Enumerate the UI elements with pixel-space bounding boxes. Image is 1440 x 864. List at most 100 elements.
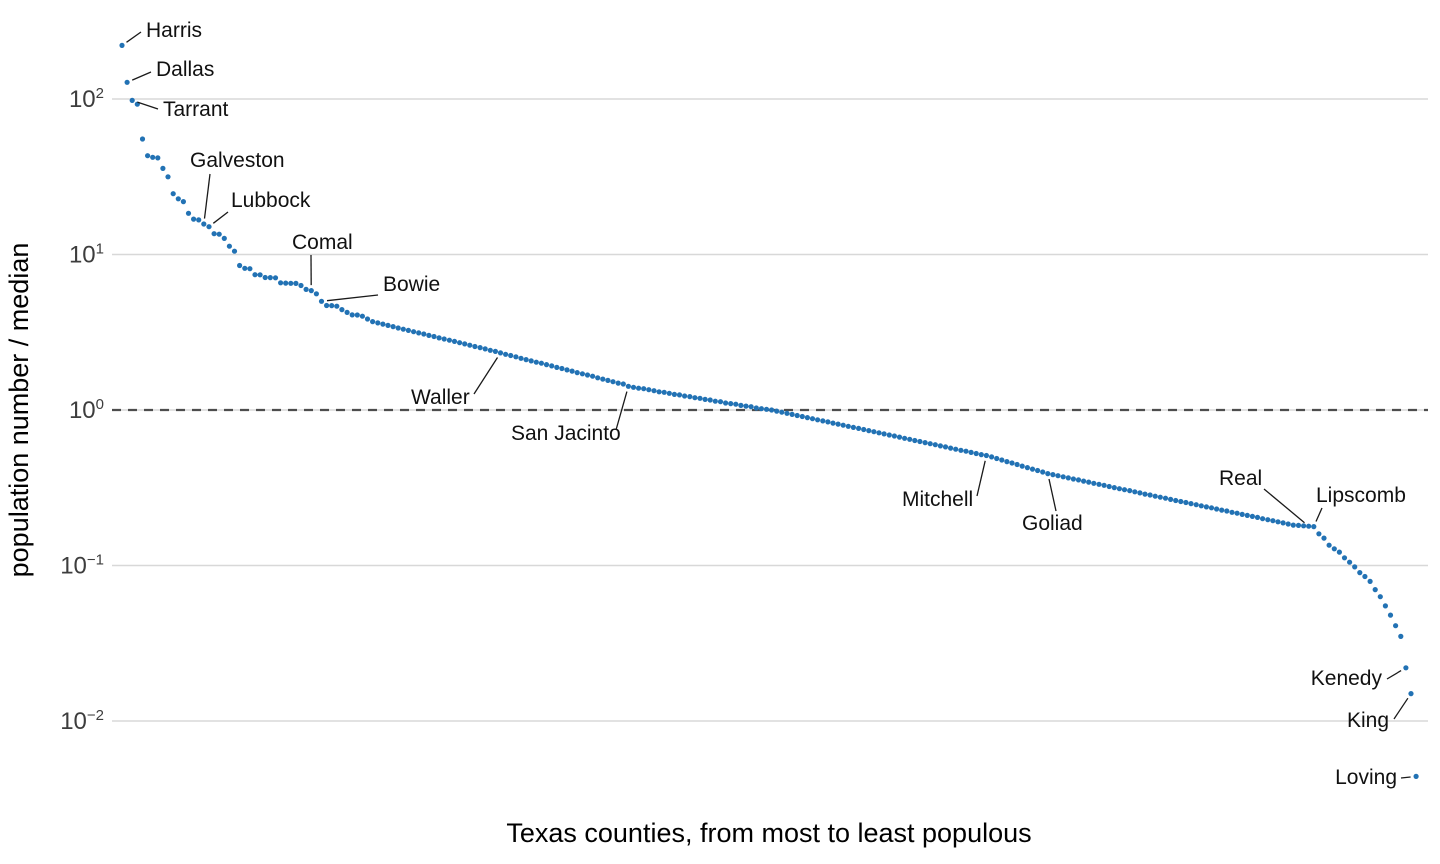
county-point xyxy=(733,401,739,407)
county-point xyxy=(728,401,734,407)
county-point xyxy=(180,199,186,205)
county-point xyxy=(185,210,192,216)
county-point xyxy=(1019,463,1025,469)
county-point xyxy=(666,390,672,396)
county-point xyxy=(861,426,867,433)
county-point xyxy=(252,272,258,278)
county-point xyxy=(298,282,304,289)
county-point xyxy=(794,412,800,419)
county-point xyxy=(375,320,381,326)
county-point xyxy=(334,303,340,309)
county-point xyxy=(610,379,616,385)
county-point xyxy=(1014,461,1020,468)
county-point xyxy=(518,355,524,361)
county-point xyxy=(866,428,872,434)
county-point xyxy=(743,403,749,409)
county-point xyxy=(1393,623,1399,629)
county-point xyxy=(462,341,468,347)
county-point xyxy=(1035,467,1041,474)
county-point xyxy=(584,372,591,378)
county-point xyxy=(191,216,197,222)
y-axis-title: population number / median xyxy=(4,243,34,578)
county-point xyxy=(349,312,355,318)
county-point xyxy=(477,345,483,351)
county-point xyxy=(216,231,222,237)
county-point xyxy=(1157,494,1163,500)
county-point xyxy=(385,322,391,328)
county-point xyxy=(129,97,135,103)
county-point xyxy=(1106,483,1112,490)
county-point xyxy=(272,275,279,281)
county-point xyxy=(1331,546,1337,552)
county-label-kenedy: Kenedy xyxy=(1311,667,1383,690)
county-point xyxy=(400,326,406,332)
county-point xyxy=(1249,513,1255,520)
county-point xyxy=(1024,465,1030,471)
county-point xyxy=(538,360,545,366)
county-point xyxy=(902,435,908,441)
county-label-san-jacinto: San Jacinto xyxy=(511,422,621,445)
county-point xyxy=(717,399,724,405)
county-point xyxy=(221,235,227,241)
county-point xyxy=(999,457,1005,463)
county-point xyxy=(1178,498,1184,505)
county-point xyxy=(1162,495,1169,501)
county-point xyxy=(293,280,299,286)
county-point xyxy=(978,452,984,458)
county-point xyxy=(856,425,862,431)
county-point xyxy=(503,351,509,357)
county-point xyxy=(1214,506,1220,512)
county-label-loving: Loving xyxy=(1335,766,1397,789)
county-point xyxy=(370,319,376,325)
county-point xyxy=(968,449,974,455)
county-point xyxy=(1382,603,1388,609)
county-point xyxy=(211,231,217,237)
county-point xyxy=(1091,480,1097,486)
county-point xyxy=(1009,460,1015,466)
county-point xyxy=(590,373,596,379)
county-point xyxy=(651,388,657,394)
county-point xyxy=(196,217,202,223)
leader-line-real xyxy=(1263,488,1305,524)
county-point xyxy=(262,274,268,281)
county-point xyxy=(1055,473,1061,479)
county-point xyxy=(1198,503,1204,509)
y-axis-tick-labels: 102 101 100 10−1 10−2 xyxy=(60,85,104,735)
county-point xyxy=(549,363,555,369)
county-point xyxy=(416,330,422,336)
county-point xyxy=(1280,520,1286,526)
county-label-lipscomb: Lipscomb xyxy=(1316,484,1406,507)
county-label-dallas: Dallas xyxy=(156,58,214,81)
county-point xyxy=(1403,665,1409,671)
county-point xyxy=(1142,491,1148,497)
county-point xyxy=(231,248,238,254)
leader-line-king xyxy=(1393,697,1409,720)
county-point xyxy=(1045,471,1051,477)
county-point xyxy=(784,410,790,416)
county-point xyxy=(1208,505,1215,511)
county-point xyxy=(441,336,447,342)
y-tick-label-10e2: 102 xyxy=(69,85,104,113)
county-point xyxy=(876,430,882,436)
county-point xyxy=(170,191,176,197)
county-point xyxy=(313,291,319,297)
county-point xyxy=(1096,481,1102,487)
county-point xyxy=(963,448,969,454)
county-point xyxy=(1116,486,1122,492)
county-point xyxy=(881,431,887,437)
county-point xyxy=(1285,521,1291,527)
county-point xyxy=(1132,489,1138,495)
y-tick-label-10e-2: 10−2 xyxy=(60,707,104,735)
county-point xyxy=(948,445,954,451)
county-point xyxy=(344,309,350,315)
county-point xyxy=(671,391,678,397)
county-point xyxy=(595,375,601,381)
county-point xyxy=(247,266,253,272)
county-point xyxy=(497,350,504,356)
county-point xyxy=(201,221,207,227)
county-point xyxy=(1341,555,1348,561)
county-label-tarrant: Tarrant xyxy=(163,98,229,121)
county-point xyxy=(431,333,437,340)
county-point xyxy=(574,370,580,376)
county-point xyxy=(283,280,289,286)
